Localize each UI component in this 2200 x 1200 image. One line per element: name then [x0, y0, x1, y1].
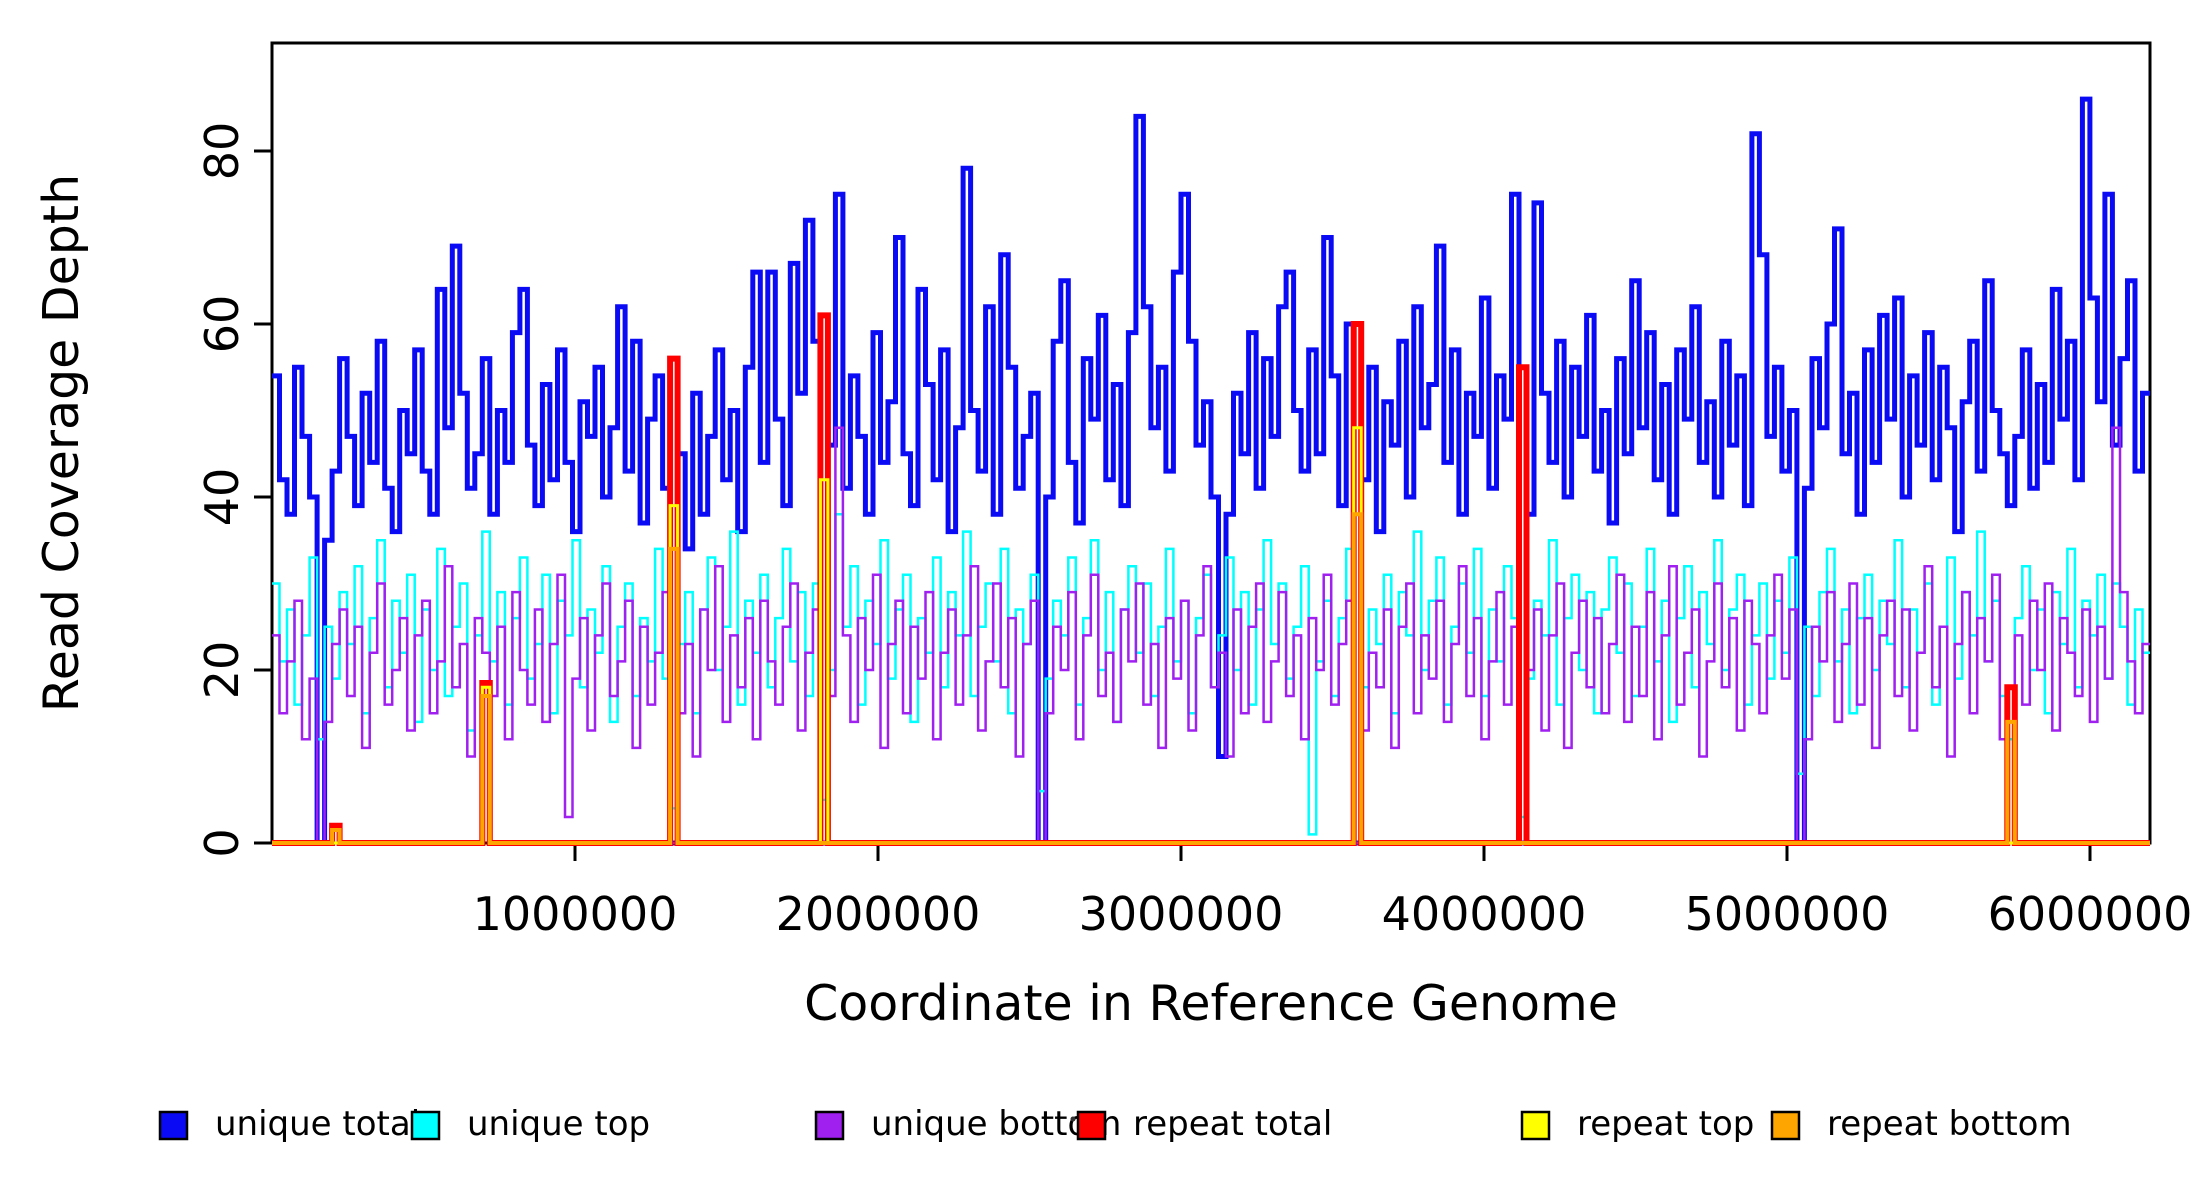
repeat-total-swatch-icon — [1076, 1110, 1107, 1141]
y-tick-label: 20 — [195, 641, 249, 700]
x-tick-label: 6000000 — [1988, 887, 2193, 941]
y-axis-ticks — [254, 149, 272, 845]
unique-bottom-swatch-icon — [814, 1110, 845, 1141]
stray-mark — [1070, 1116, 1076, 1122]
legend-label: repeat total — [1133, 1104, 1332, 1144]
y-tick-label: 40 — [195, 468, 249, 527]
x-axis-tick-labels: 1000000 2000000 3000000 4000000 5000000 … — [473, 887, 2193, 941]
legend-item: repeat total — [1076, 1104, 1332, 1144]
y-axis-title: Read Coverage Depth — [33, 174, 90, 712]
legend-label: repeat top — [1577, 1104, 1754, 1144]
y-tick-label: 80 — [195, 122, 249, 181]
x-axis-title: Coordinate in Reference Genome — [804, 975, 1618, 1032]
x-tick-label: 4000000 — [1382, 887, 1587, 941]
legend-label: repeat bottom — [1827, 1104, 2072, 1144]
x-tick-label: 3000000 — [1079, 887, 1284, 941]
legend-item: unique bottom — [814, 1104, 1121, 1144]
legend-label: unique total — [215, 1104, 420, 1144]
unique-top-swatch-icon — [410, 1110, 441, 1141]
unique-total-swatch-icon — [158, 1110, 189, 1141]
repeat-top-swatch-icon — [1520, 1110, 1551, 1141]
x-tick-label: 2000000 — [776, 887, 981, 941]
legend-item: unique total — [158, 1104, 420, 1144]
y-tick-label: 60 — [195, 295, 249, 354]
legend-item: unique top — [410, 1104, 650, 1144]
x-tick-label: 5000000 — [1685, 887, 1890, 941]
series-unique-bottom — [272, 426, 2150, 845]
series-layer — [272, 96, 2150, 846]
repeat-bottom-swatch-icon — [1770, 1110, 1801, 1141]
y-axis-tick-labels: 0 20 40 60 80 — [195, 122, 249, 858]
series-repeat-bottom — [272, 512, 2150, 845]
legend-label: unique top — [467, 1104, 650, 1144]
series-unique-total — [272, 96, 2150, 846]
legend-item: repeat bottom — [1770, 1104, 2072, 1144]
legend-item: repeat top — [1520, 1104, 1754, 1144]
x-tick-label: 1000000 — [473, 887, 678, 941]
y-tick-label: 0 — [195, 828, 249, 857]
chart-legend: unique total unique top unique bottom re… — [158, 1104, 2072, 1144]
